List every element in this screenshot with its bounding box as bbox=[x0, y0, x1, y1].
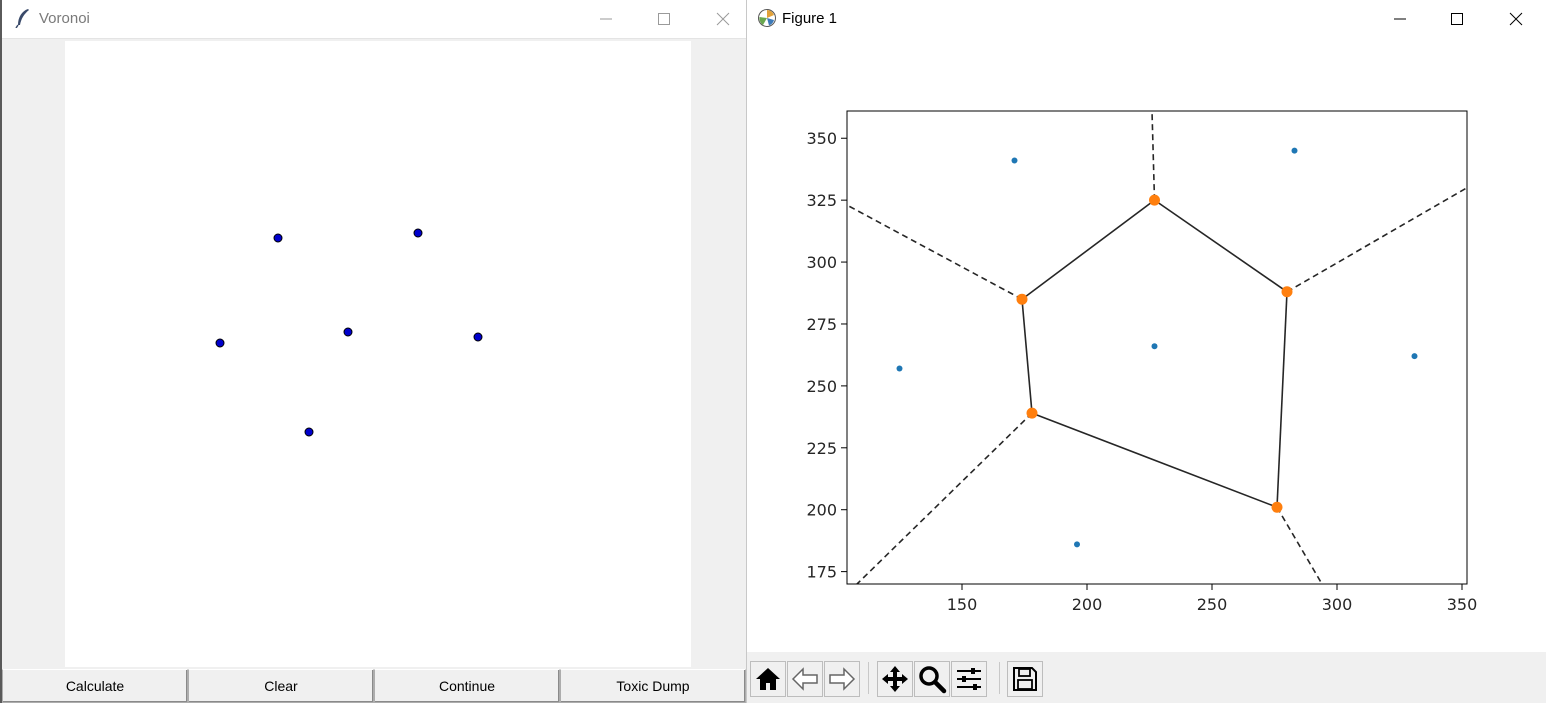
continue-button[interactable]: Continue bbox=[374, 669, 560, 703]
close-button[interactable] bbox=[700, 0, 746, 38]
y-tick-label: 175 bbox=[806, 563, 837, 582]
minimize-icon bbox=[600, 18, 612, 20]
minimize-button[interactable] bbox=[583, 0, 629, 38]
canvas-point bbox=[273, 233, 283, 243]
x-tick-label: 300 bbox=[1322, 595, 1353, 614]
voronoi-ridge-dashed bbox=[1286, 187, 1467, 293]
y-tick-label: 350 bbox=[806, 129, 837, 148]
drawing-canvas[interactable] bbox=[65, 41, 691, 667]
voronoi-ridge bbox=[1021, 199, 1155, 300]
feather-icon bbox=[14, 8, 32, 29]
title-bar[interactable]: Voronoi bbox=[2, 0, 746, 39]
input-point bbox=[1011, 157, 1018, 164]
canvas-point bbox=[304, 427, 314, 437]
maximize-icon bbox=[1451, 13, 1463, 25]
canvas-point bbox=[473, 332, 483, 342]
input-point bbox=[1151, 343, 1158, 350]
canvas-point bbox=[215, 338, 225, 348]
voronoi-ridge bbox=[1154, 199, 1288, 293]
save-icon bbox=[1013, 667, 1037, 691]
toxic-dump-button[interactable]: Toxic Dump bbox=[560, 669, 746, 703]
configure-subplots-button[interactable] bbox=[951, 661, 987, 697]
x-tick-label: 350 bbox=[1447, 595, 1478, 614]
y-tick-label: 250 bbox=[806, 377, 837, 396]
voronoi-ridge-dashed bbox=[847, 204, 1023, 300]
figure-window: Figure 1 150 200 250 300 350 175 200 225 250 275 3… bbox=[746, 0, 1546, 703]
y-tick-label: 200 bbox=[806, 501, 837, 520]
title-bar[interactable]: Figure 1 bbox=[747, 0, 1546, 38]
close-icon bbox=[1509, 12, 1523, 26]
axes-frame bbox=[846, 110, 1468, 585]
y-tick-label: 325 bbox=[806, 191, 837, 210]
input-point bbox=[1074, 541, 1080, 548]
clear-button[interactable]: Clear bbox=[188, 669, 374, 703]
back-button[interactable] bbox=[787, 661, 823, 697]
canvas-points-layer bbox=[215, 228, 483, 437]
x-tick-label: 250 bbox=[1197, 595, 1228, 614]
close-icon bbox=[716, 12, 730, 26]
voronoi-ridge bbox=[1031, 412, 1278, 508]
save-button[interactable] bbox=[1007, 661, 1043, 697]
window-title: Voronoi bbox=[39, 10, 90, 27]
x-tick-label: 200 bbox=[1072, 595, 1103, 614]
voronoi-window: Voronoi Calculate Clear Continue Toxic D… bbox=[0, 0, 746, 703]
calculate-button[interactable]: Calculate bbox=[2, 669, 188, 703]
forward-button[interactable] bbox=[824, 661, 860, 697]
pan-icon bbox=[882, 666, 908, 692]
voronoi-ridge bbox=[1021, 299, 1033, 414]
minimize-icon bbox=[1394, 18, 1406, 20]
zoom-icon bbox=[919, 666, 947, 694]
voronoi-vertex bbox=[1149, 194, 1160, 206]
matplotlib-icon bbox=[757, 8, 776, 28]
input-point bbox=[1411, 353, 1418, 360]
voronoi-ridge-dashed bbox=[856, 412, 1033, 584]
plot-content bbox=[847, 111, 1467, 584]
voronoi-ridge-dashed bbox=[1151, 111, 1156, 201]
voronoi-ridge-dashed bbox=[1276, 506, 1323, 584]
close-button[interactable] bbox=[1493, 0, 1539, 38]
button-bar: Calculate Clear Continue Toxic Dump bbox=[2, 669, 746, 703]
input-point bbox=[896, 365, 903, 372]
toolbar-separator bbox=[868, 662, 869, 694]
minimize-button[interactable] bbox=[1377, 0, 1423, 38]
input-point bbox=[1291, 147, 1298, 154]
voronoi-vertex bbox=[1026, 407, 1038, 419]
home-icon bbox=[756, 668, 780, 690]
voronoi-chart: 150 200 250 300 350 175 200 225 250 275 300 325 350 bbox=[806, 110, 1478, 614]
configure-subplots-icon bbox=[957, 668, 981, 690]
x-tick-label: 150 bbox=[947, 595, 978, 614]
maximize-icon bbox=[658, 13, 670, 25]
navigation-toolbar bbox=[747, 652, 1546, 703]
voronoi-vertex bbox=[1271, 501, 1283, 513]
canvas-point bbox=[413, 228, 423, 238]
zoom-button[interactable] bbox=[914, 661, 950, 697]
y-tick-label: 275 bbox=[806, 315, 837, 334]
window-title: Figure 1 bbox=[782, 10, 838, 27]
pan-button[interactable] bbox=[877, 661, 913, 697]
voronoi-ridge bbox=[1276, 291, 1288, 508]
canvas-point bbox=[343, 327, 353, 337]
maximize-button[interactable] bbox=[1434, 0, 1480, 38]
y-tick-label: 225 bbox=[806, 439, 837, 458]
back-arrow-icon bbox=[791, 667, 818, 691]
y-tick-label: 300 bbox=[806, 253, 837, 272]
plot-area[interactable]: 150 200 250 300 350 175 200 225 250 275 300 325 350 bbox=[747, 40, 1546, 652]
maximize-button[interactable] bbox=[641, 0, 687, 38]
forward-arrow-icon bbox=[829, 667, 856, 691]
voronoi-vertex bbox=[1016, 293, 1028, 305]
toolbar-separator bbox=[999, 662, 1000, 694]
voronoi-vertex bbox=[1281, 286, 1293, 298]
home-button[interactable] bbox=[750, 661, 786, 697]
